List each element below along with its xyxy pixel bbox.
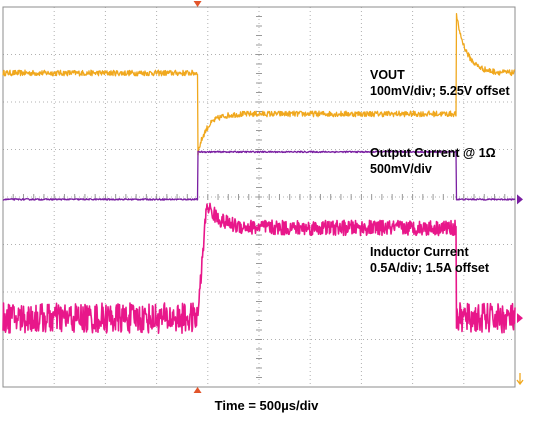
scope-grid [2, 6, 516, 388]
inductor_current-ground-marker-icon [517, 313, 523, 324]
output_current-label-line: 500mV/div [370, 162, 432, 176]
scope-markers [193, 1, 524, 393]
time-scale-caption: Time = 500µs/div [214, 398, 319, 413]
output_current-trace [2, 150, 516, 201]
output_current-ground-marker-icon [517, 194, 523, 205]
plot-frame [2, 6, 516, 388]
trigger-level-icon [516, 373, 524, 386]
scope-traces [2, 13, 523, 335]
trace-labels: VOUT 100mV/div; 5.25V offset Output Curren… [370, 68, 510, 275]
inductor_current-label-line: 0.5A/div; 1.5A offset [370, 261, 490, 275]
inductor_current-trace [2, 202, 516, 335]
vout-label-line: 100mV/div; 5.25V offset [370, 84, 510, 98]
vout-label-line: VOUT [370, 68, 405, 82]
trigger-position-top-icon [193, 1, 202, 7]
trigger-position-bottom-icon [193, 387, 202, 393]
inductor_current-label-line: Inductor Current [370, 245, 469, 259]
vout-trace [2, 13, 516, 156]
output_current-label-line: Output Current @ 1Ω [370, 146, 496, 160]
